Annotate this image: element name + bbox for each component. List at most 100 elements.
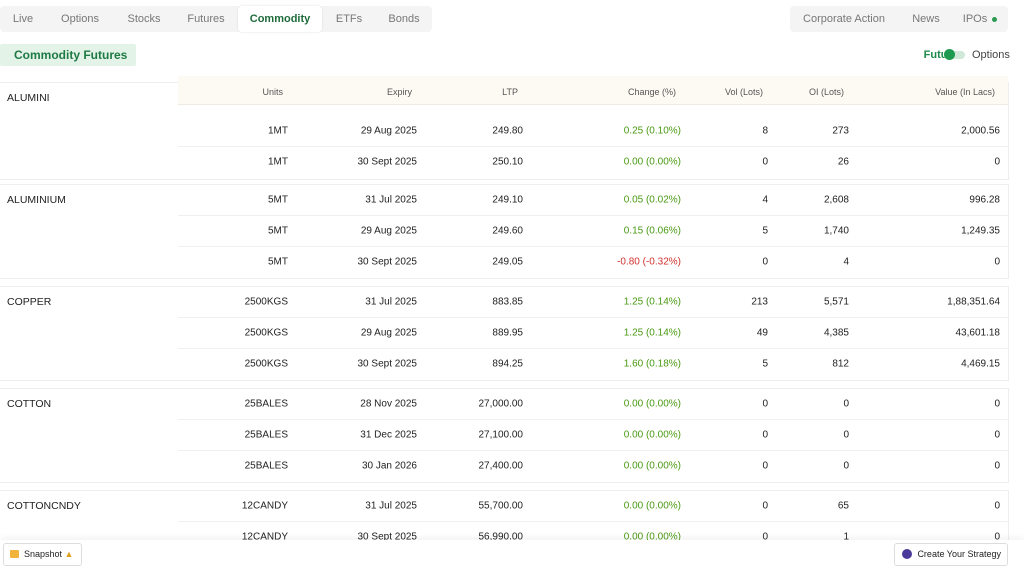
table-cell: 2,000.56: [961, 125, 1000, 137]
table-cell: 29 Aug 2025: [360, 125, 417, 137]
table-cell: 5MT: [268, 225, 288, 237]
table-cell: 0: [994, 531, 1000, 543]
group-name: COTTON: [7, 398, 52, 410]
table-cell: 12CANDY: [241, 531, 288, 543]
table-cell: 2,608: [823, 194, 849, 206]
group-name: COTTONCNDY: [7, 500, 81, 512]
table-cell: 0: [994, 256, 1000, 268]
table-cell: 273: [832, 125, 849, 137]
table-cell: 1MT: [268, 156, 288, 168]
nav-tab[interactable]: Commodity: [238, 6, 322, 32]
table-cell: 25BALES: [244, 429, 288, 441]
column-header: Change (%): [627, 87, 676, 97]
table-cell: 55,700.00: [478, 500, 524, 512]
nav-tab[interactable]: Futures: [187, 13, 225, 25]
toggle-track[interactable]: [944, 49, 965, 60]
nav-tab[interactable]: Live: [12, 13, 34, 25]
nav-tab[interactable]: Options: [61, 13, 99, 25]
table-cell: 0: [762, 460, 768, 472]
table-cell: 30 Sept 2025: [357, 358, 418, 370]
table-cell: 889.95: [492, 327, 523, 339]
column-header: Units: [262, 87, 283, 97]
table-cell: 8: [762, 125, 768, 137]
table-cell: 30 Sept 2025: [357, 256, 418, 268]
table-cell: 31 Jul 2025: [365, 194, 417, 206]
table-cell: 27,100.00: [478, 429, 524, 441]
group-box: [0, 184, 1009, 279]
table-cell: 0: [762, 429, 768, 441]
table-cell: 25BALES: [244, 460, 288, 472]
group-name: COPPER: [7, 296, 52, 308]
table-cell: 249.10: [492, 194, 523, 206]
group-name: ALUMINIUM: [7, 194, 66, 206]
row-separator: [178, 450, 1008, 451]
table-cell: 0.00 (0.00%): [623, 398, 681, 410]
nav-tab[interactable]: IPOs: [956, 6, 1004, 32]
table-cell: -0.80 (-0.32%): [617, 256, 681, 268]
caret: ▲: [64, 549, 74, 559]
table-cell: 883.85: [492, 296, 523, 308]
table-cell: 0: [843, 398, 849, 410]
snapshot-button[interactable]: Snapshot ▲: [3, 543, 83, 566]
table-cell: 5: [762, 225, 768, 237]
table-cell: 30 Sept 2025: [357, 156, 418, 168]
group-box: [0, 286, 1009, 381]
table-cell: 0: [994, 156, 1000, 168]
table-cell: 27,400.00: [478, 460, 524, 472]
table-cell: 0.15 (0.06%): [623, 225, 681, 237]
section-title: Commodity Futures: [0, 44, 136, 66]
table-cell: 0: [762, 256, 768, 268]
table-cell: 1: [843, 531, 849, 543]
table-cell: 1,88,351.64: [947, 296, 1000, 308]
table-cell: 5MT: [268, 256, 288, 268]
nav-tab[interactable]: News: [912, 13, 940, 25]
table-cell: 65: [837, 500, 849, 512]
table-cell: 0: [762, 156, 768, 168]
table-cell: 0.00 (0.00%): [623, 460, 681, 472]
footer: Snapshot ▲ Create Your Strategy: [0, 540, 1024, 580]
table-cell: 0: [994, 398, 1000, 410]
table-cell: 0: [994, 460, 1000, 472]
table-cell: 996.28: [969, 194, 1000, 206]
table-cell: 0.00 (0.00%): [623, 429, 681, 441]
table-cell: 4: [843, 256, 849, 268]
table-cell: 30 Sept 2025: [357, 531, 418, 543]
table-cell: 2500KGS: [244, 358, 288, 370]
table-cell: 0: [762, 531, 768, 543]
table-cell: 0: [994, 429, 1000, 441]
table-cell: 1,740: [823, 225, 849, 237]
table-cell: 31 Jul 2025: [365, 500, 417, 512]
nav-tab[interactable]: Corporate Action: [803, 13, 885, 25]
table-cell: 1.25 (0.14%): [623, 296, 681, 308]
toggle-options[interactable]: Options: [972, 49, 1010, 61]
nav-tab[interactable]: ETFs: [335, 13, 363, 25]
strategy-label: Create Your Strategy: [917, 549, 1001, 559]
table-cell: 1MT: [268, 125, 288, 137]
table-cell: 0.05 (0.02%): [623, 194, 681, 206]
column-header: Vol (Lots): [724, 87, 763, 97]
snapshot-label: Snapshot: [24, 549, 63, 559]
nav-tab[interactable]: Stocks: [127, 13, 161, 25]
table-cell: 25BALES: [244, 398, 288, 410]
table-cell: 4: [762, 194, 768, 206]
table-cell: 0: [762, 500, 768, 512]
strategy-button[interactable]: Create Your Strategy: [894, 543, 1008, 566]
row-separator: [178, 146, 1008, 147]
table-cell: 1.60 (0.18%): [623, 358, 681, 370]
column-header: OI (Lots): [808, 87, 844, 97]
row-separator: [178, 419, 1008, 420]
table-cell: 29 Aug 2025: [360, 225, 417, 237]
table-cell: 31 Jul 2025: [365, 296, 417, 308]
row-separator: [178, 317, 1008, 318]
table-cell: 26: [837, 156, 849, 168]
table-cell: 4,385: [823, 327, 849, 339]
live-dot: [992, 16, 998, 22]
table-header: [178, 76, 1008, 105]
table-cell: 29 Aug 2025: [360, 327, 417, 339]
group-box: [0, 388, 1009, 483]
table-cell: 5MT: [268, 194, 288, 206]
table: ALUMINI Units Expiry LTP Change (%) Vol (Lots…: [0, 76, 1024, 554]
toggle-knob: [944, 49, 955, 60]
table-cell: 49: [756, 327, 768, 339]
nav-tab[interactable]: Bonds: [388, 13, 420, 25]
